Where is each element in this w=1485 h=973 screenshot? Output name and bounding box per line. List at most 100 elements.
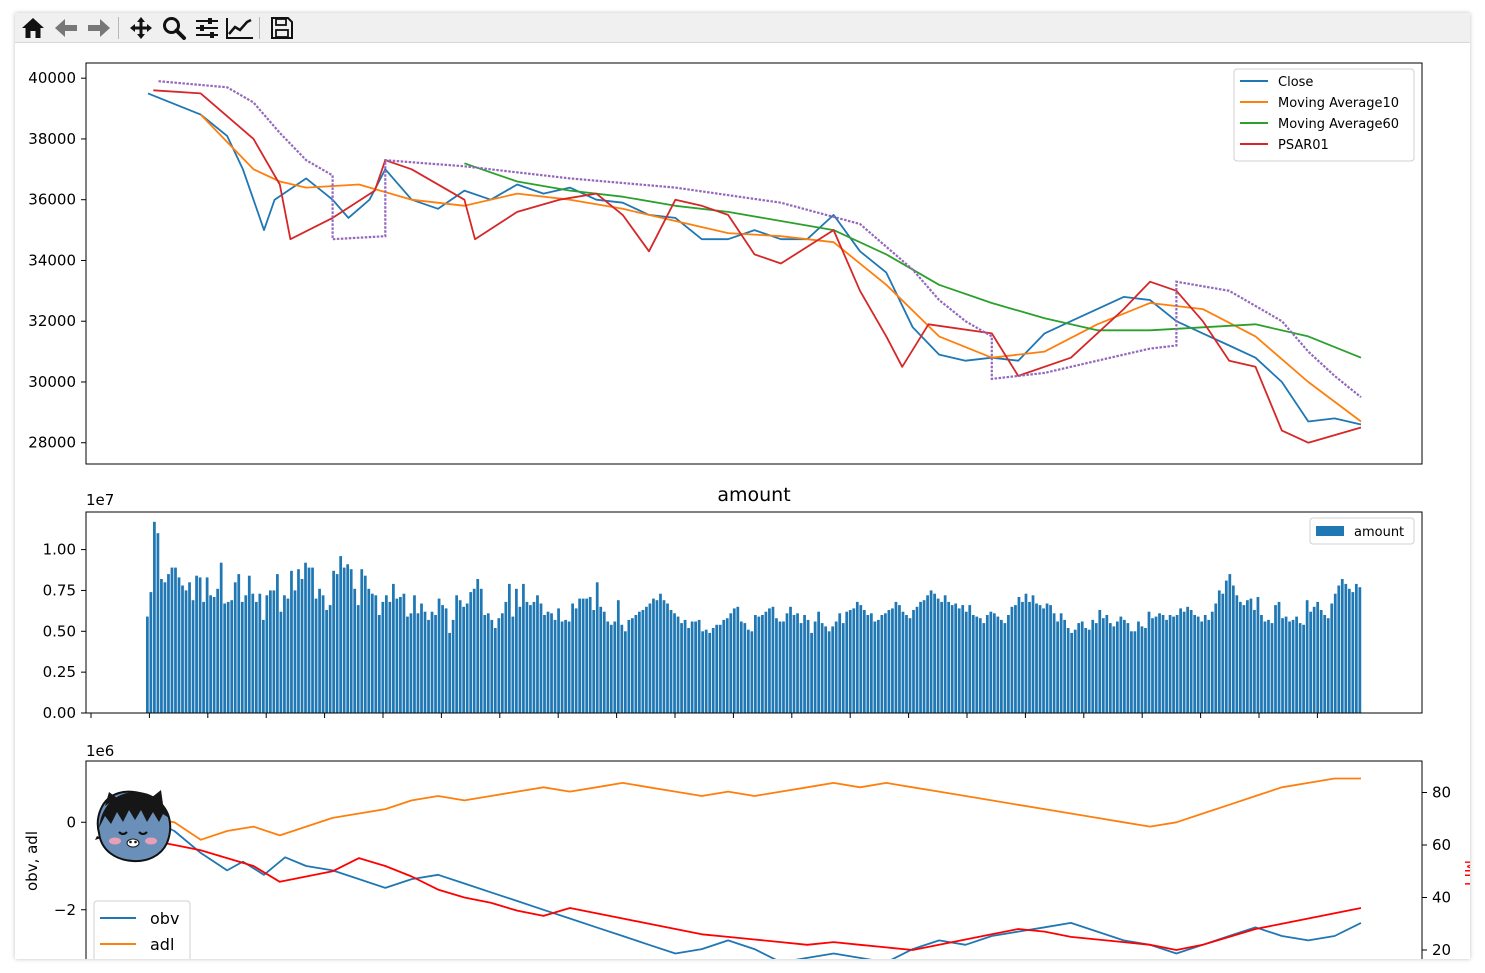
amount-bar [1133,631,1137,713]
amount-bar [750,631,754,713]
amount-bar [437,598,441,713]
amount-bar [195,575,198,713]
amount-axes[interactable]: amount 1e7 0.00 0.25 0.50 0.75 1.00 amount [43,484,1423,722]
mfi-line [147,838,1362,951]
amount-bar [792,615,796,713]
amount-bar [852,608,856,713]
amount-bar [1042,608,1045,713]
amount-bar [427,619,430,713]
amount-bar [332,570,336,713]
indicator-axes[interactable]: 1e6 −2 0 20 40 60 80 obv, adl MFI obv adl [23,742,1470,959]
amount-bar [711,628,715,713]
psar01-line [153,89,1362,444]
amount-bar [1323,615,1327,713]
amount-bar [1175,615,1179,713]
amount-bar [1130,631,1133,713]
y-tick-label: 34000 [28,251,76,269]
amount-bar [395,598,399,713]
home-button[interactable] [18,15,48,41]
amount-bar [1126,623,1130,713]
amount-bar [630,618,634,713]
amount-bar [413,595,416,713]
amount-bar [606,621,610,713]
y-tick-label: 0.75 [43,581,76,599]
amount-bar [968,605,972,713]
amount-bar [782,621,785,713]
y-tick-label: 28000 [28,434,76,452]
amount-bar [515,588,518,713]
amount-bar [1263,621,1267,713]
psar-trail-line [158,80,1362,399]
legend-label: obv [150,909,179,928]
amount-bar [244,595,248,713]
amount-bar [553,619,557,713]
amount-bar [1077,623,1081,713]
amount-bar [1151,618,1154,713]
price-axes[interactable]: 28000 30000 32000 34000 36000 38000 40000 Close… [28,62,1423,465]
y-tick-label: −2 [54,901,76,919]
amount-bar [613,621,617,713]
amount-bar [1284,616,1288,713]
save-button[interactable] [267,15,297,41]
back-icon [55,18,77,37]
amount-bar [384,595,388,713]
amount-bar [1115,621,1119,713]
y-tick-label: 0 [66,813,76,831]
plot-area [86,63,1422,464]
amount-bar [1179,608,1182,713]
figure-window: 28000 30000 32000 34000 36000 38000 40000 Close… [15,13,1470,959]
pan-button[interactable] [126,15,156,41]
amount-bar [673,613,676,713]
amount-bar [1246,600,1249,713]
amount-bar [181,585,184,713]
amount-bar [919,601,922,713]
amount-bar [975,616,979,713]
forward-button[interactable] [84,15,114,41]
amount-bar [550,613,553,713]
amount-bar [304,562,307,713]
amount-bar [866,615,870,713]
amount-bar [451,619,455,713]
amount-bar [799,623,803,713]
amount-bar [785,613,789,713]
amount-bar [170,567,174,713]
save-icon [271,16,293,39]
adl-line [147,777,1361,841]
amount-bar [261,619,265,713]
amount-bar [205,577,209,713]
back-button[interactable] [51,15,81,41]
configure-subplots-button[interactable] [192,15,222,41]
amount-bar [743,623,747,713]
amount-bar [346,564,350,713]
amount-bar [1070,632,1074,713]
amount-bar [423,611,427,713]
amount-bar [666,603,669,713]
amount-bar [1144,628,1147,713]
amount-bar [1298,623,1302,713]
amount-bar [1087,629,1091,713]
amount-bar [441,605,444,713]
home-icon [22,17,44,38]
amount-bar [936,598,940,713]
amount-bar [1260,615,1263,713]
amount-bar [655,600,659,713]
zoom-button[interactable] [159,15,189,41]
amount-bar [230,600,234,713]
y-scale-label: 1e7 [86,491,114,509]
edit-axes-button[interactable] [225,15,255,41]
series-group [147,777,1362,959]
amount-bar [1189,610,1193,713]
amount-bar [564,619,567,713]
amount-bar [216,588,220,713]
amount-bar [1326,618,1330,713]
figure-canvas[interactable]: 28000 30000 32000 34000 36000 38000 40000 Close… [15,13,1470,959]
amount-bar [314,598,318,713]
amount-bar [1312,606,1316,713]
amount-bar [954,603,958,713]
amount-bar [1305,600,1309,713]
amount-bar [328,605,332,713]
amount-bar [725,618,729,713]
amount-bar [834,621,838,713]
axes-frame [85,62,1423,465]
amount-bar [1344,583,1348,713]
